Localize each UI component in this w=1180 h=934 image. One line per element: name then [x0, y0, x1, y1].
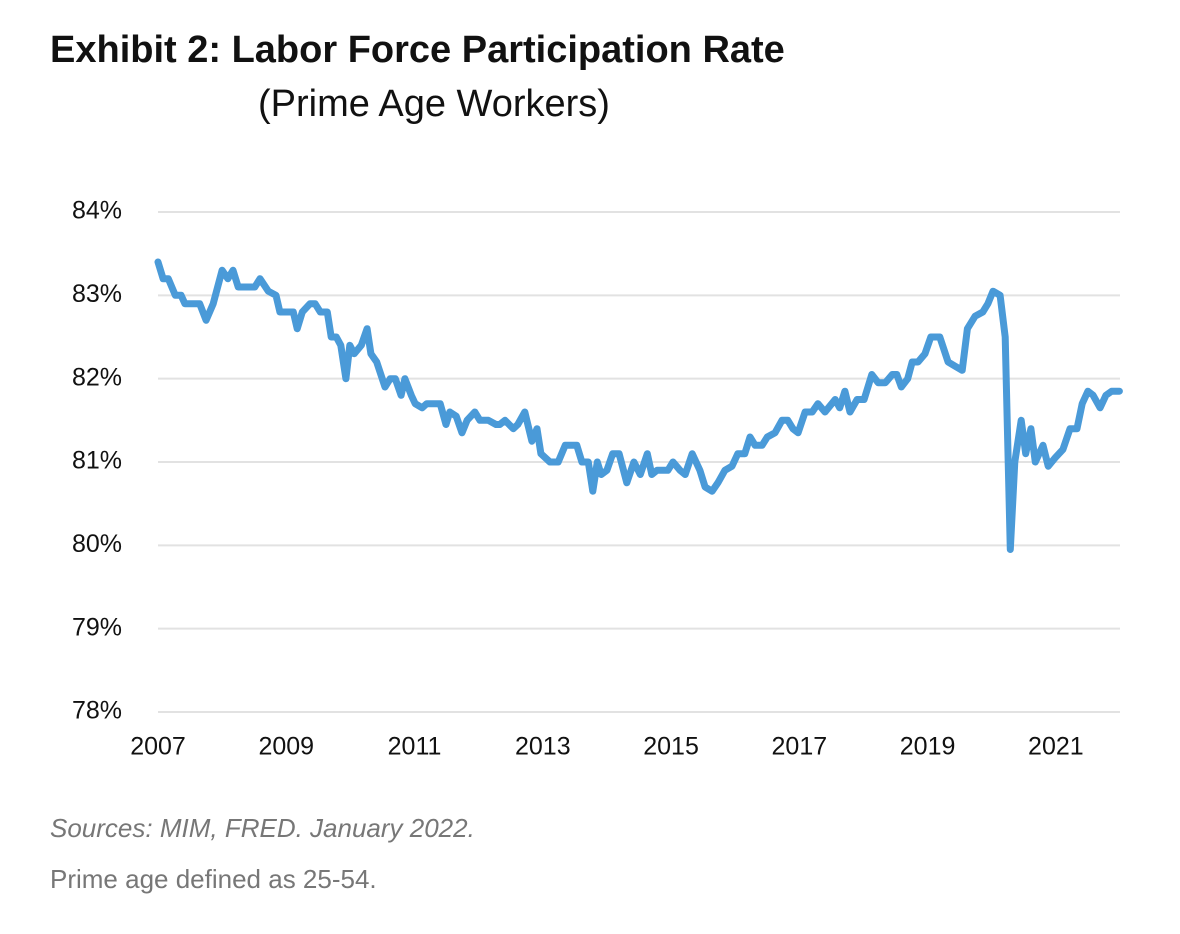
x-tick-label: 2011	[388, 733, 442, 761]
x-tick-label: 2009	[258, 733, 314, 761]
x-tick-label: 2013	[515, 733, 571, 761]
x-tick-label: 2017	[772, 733, 828, 761]
x-tick-label: 2021	[1028, 733, 1084, 761]
y-tick-label: 80%	[72, 530, 122, 558]
x-tick-label: 2007	[130, 733, 186, 761]
source-note: Sources: MIM, FRED. January 2022.	[50, 813, 475, 843]
y-tick-label: 84%	[72, 197, 122, 225]
x-tick-label: 2015	[643, 733, 699, 761]
y-tick-label: 83%	[72, 280, 122, 308]
data-line	[154, 258, 1123, 553]
footnote: Prime age defined as 25-54.	[50, 864, 377, 894]
x-tick-label: 2019	[900, 733, 956, 761]
chart-title: Exhibit 2: Labor Force Participation Rat…	[50, 29, 785, 71]
y-tick-label: 79%	[72, 613, 122, 641]
y-tick-label: 81%	[72, 447, 122, 475]
chart-subtitle: (Prime Age Workers)	[258, 83, 610, 125]
y-tick-label: 78%	[72, 697, 122, 725]
y-tick-label: 82%	[72, 363, 122, 391]
